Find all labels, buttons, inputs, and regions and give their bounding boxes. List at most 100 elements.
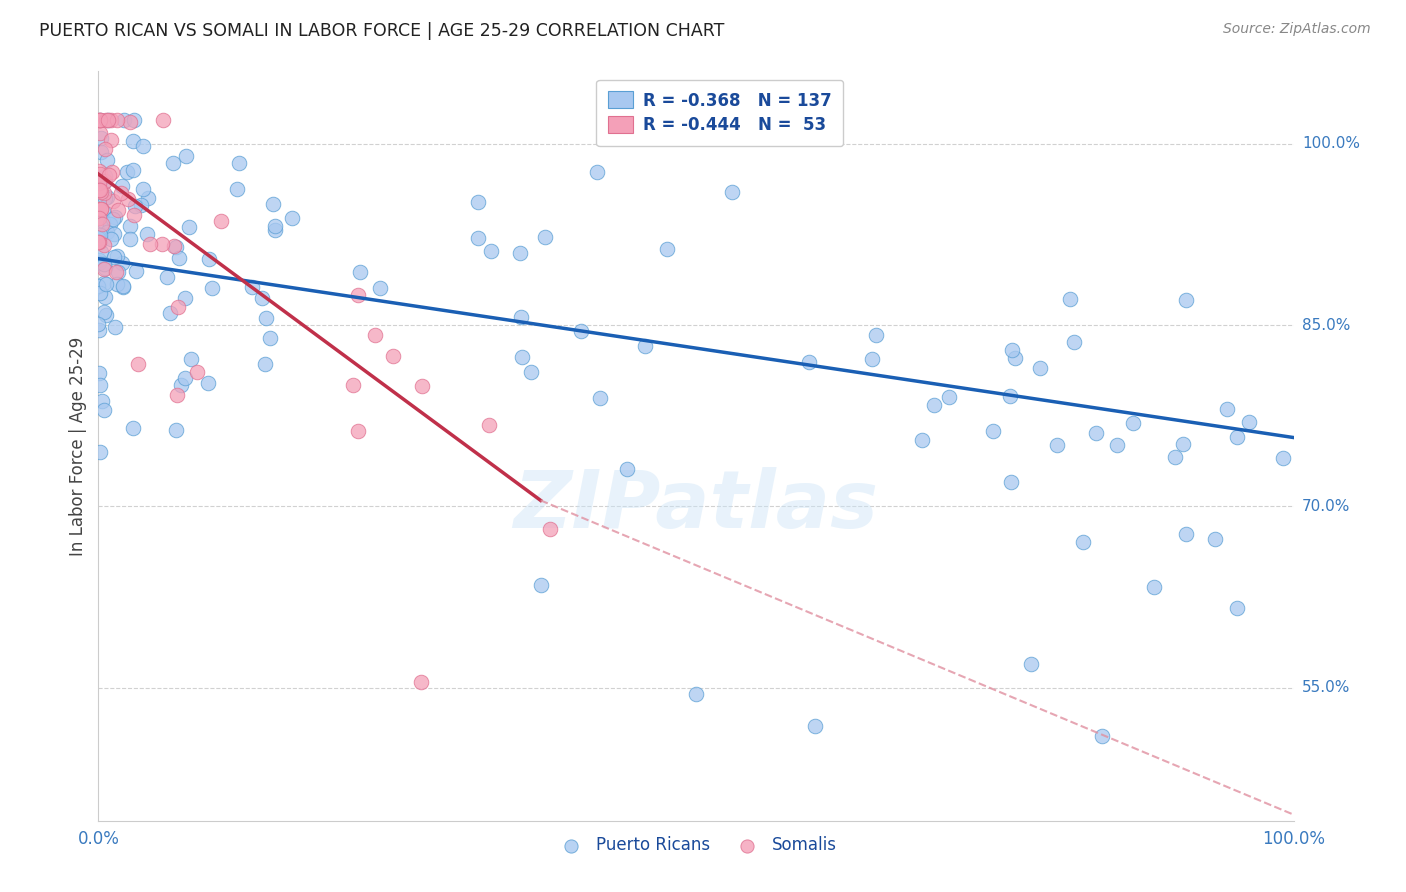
Point xyxy=(93,262,115,277)
Point xyxy=(585,165,607,179)
Point xyxy=(93,402,115,417)
Point xyxy=(87,170,110,185)
Point xyxy=(1071,535,1094,549)
Point xyxy=(127,357,149,371)
Point xyxy=(685,687,707,701)
Legend: Puerto Ricans, Somalis: Puerto Ricans, Somalis xyxy=(548,830,844,861)
Point xyxy=(132,139,155,153)
Point xyxy=(209,214,232,228)
Point xyxy=(90,202,112,217)
Text: 70.0%: 70.0% xyxy=(1302,499,1350,514)
Point xyxy=(197,376,219,390)
Point xyxy=(467,195,489,210)
Point xyxy=(1226,601,1249,615)
Point xyxy=(89,211,111,225)
Point xyxy=(250,291,273,305)
Point xyxy=(411,674,433,689)
Point xyxy=(938,390,960,404)
Point xyxy=(1001,343,1024,357)
Point xyxy=(111,255,134,269)
Point xyxy=(87,112,110,127)
Point xyxy=(1271,450,1294,465)
Point xyxy=(90,394,112,409)
Point xyxy=(534,230,557,244)
Point xyxy=(1000,475,1022,489)
Point xyxy=(911,433,934,447)
Point xyxy=(89,377,111,392)
Point xyxy=(262,197,284,211)
Point xyxy=(509,245,531,260)
Point xyxy=(94,191,117,205)
Point xyxy=(1175,527,1198,541)
Point xyxy=(155,270,177,285)
Point xyxy=(922,398,945,412)
Point xyxy=(100,112,122,127)
Point xyxy=(87,164,110,178)
Point xyxy=(167,300,190,314)
Point xyxy=(186,365,208,379)
Point xyxy=(91,217,114,231)
Point xyxy=(411,378,433,392)
Point xyxy=(103,250,125,264)
Point xyxy=(103,211,125,226)
Point xyxy=(509,310,531,325)
Point xyxy=(1122,416,1144,430)
Point xyxy=(120,115,142,129)
Point xyxy=(97,169,120,183)
Point xyxy=(90,186,112,200)
Point xyxy=(122,162,145,177)
Point xyxy=(93,276,115,290)
Point xyxy=(240,280,263,294)
Point xyxy=(89,126,111,140)
Point xyxy=(370,280,392,294)
Point xyxy=(96,225,118,239)
Point xyxy=(1085,426,1108,441)
Point xyxy=(90,245,112,260)
Point xyxy=(111,179,134,194)
Point xyxy=(1063,335,1085,350)
Point xyxy=(117,192,139,206)
Point xyxy=(254,357,277,371)
Point xyxy=(93,175,115,189)
Point xyxy=(865,327,887,342)
Point xyxy=(197,252,219,267)
Point xyxy=(124,208,146,222)
Point xyxy=(96,190,118,204)
Point xyxy=(1175,293,1198,307)
Point xyxy=(103,227,125,242)
Point xyxy=(166,388,188,402)
Point xyxy=(97,112,120,127)
Point xyxy=(87,202,110,216)
Point xyxy=(1171,437,1194,451)
Point xyxy=(139,236,162,251)
Point xyxy=(520,365,543,379)
Point xyxy=(93,304,115,318)
Point xyxy=(530,578,553,592)
Point xyxy=(105,112,128,127)
Point xyxy=(1000,389,1022,403)
Point xyxy=(1028,360,1050,375)
Point xyxy=(112,279,135,293)
Point xyxy=(122,112,145,127)
Point xyxy=(93,186,115,201)
Point xyxy=(165,423,187,437)
Point xyxy=(264,219,287,234)
Point xyxy=(87,176,110,190)
Point xyxy=(91,204,114,219)
Point xyxy=(132,182,155,196)
Point xyxy=(346,288,368,302)
Point xyxy=(569,324,592,338)
Point xyxy=(799,355,821,369)
Point xyxy=(538,522,561,536)
Point xyxy=(89,444,111,458)
Point xyxy=(87,317,110,331)
Point xyxy=(90,131,112,145)
Point xyxy=(510,350,533,364)
Point xyxy=(110,186,132,200)
Point xyxy=(105,265,128,279)
Point xyxy=(89,252,111,267)
Point xyxy=(347,424,370,438)
Point xyxy=(104,211,127,225)
Point xyxy=(259,331,281,345)
Text: ZIPatlas: ZIPatlas xyxy=(513,467,879,545)
